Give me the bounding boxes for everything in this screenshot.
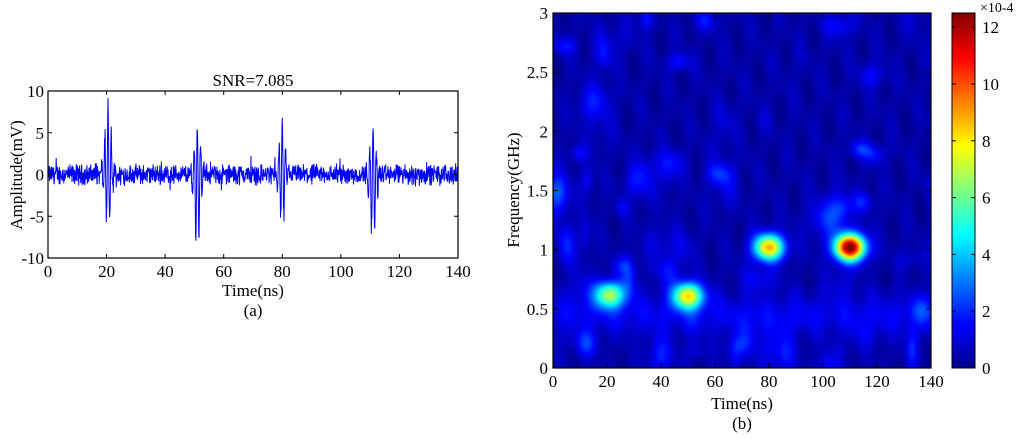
y-tick-label: 1 (540, 241, 549, 260)
y-tick-label: 0 (540, 359, 549, 378)
panel-a-x-axis-label: Time(ns) (222, 281, 284, 300)
colorbar-tick-label: 4 (982, 245, 991, 264)
colorbar-tick-label: 10 (982, 75, 999, 94)
panel-b-x-axis-label: Time(ns) (711, 394, 773, 413)
y-tick-label: -5 (30, 207, 44, 226)
panel-b-caption: (b) (732, 414, 752, 433)
x-tick-label: 80 (274, 262, 291, 281)
panel-b-y-tick-labels: 0 0.5 1 1.5 2 2.5 3 (527, 4, 548, 378)
x-tick-label: 140 (445, 262, 471, 281)
heatmap-image (553, 13, 931, 368)
colorbar-multiplier: ×10-4 (980, 1, 1014, 16)
panel-b-x-tick-labels: 0 20 40 60 80 100 120 140 (549, 372, 944, 391)
panel-a: SNR=7.085 0 20 40 60 80 100 120 140 -10 -5 0 5 10 T… (7, 71, 471, 320)
x-tick-label: 20 (599, 372, 616, 391)
panel-a-y-tick-labels: -10 -5 0 5 10 (21, 82, 44, 268)
signal-trace (48, 97, 458, 241)
colorbar (951, 12, 976, 369)
colorbar-tick-label: 2 (982, 302, 991, 321)
colorbar-tick-labels: 0 2 4 6 8 10 12 (982, 18, 999, 378)
colorbar-ticks (952, 26, 975, 369)
panel-b-frame (552, 12, 932, 369)
y-tick-label: 0.5 (527, 300, 548, 319)
x-tick-label: 40 (653, 372, 670, 391)
panel-b-y-axis-label: Frequency(GHz) (504, 132, 523, 247)
colorbar-tick-label: 0 (982, 359, 991, 378)
panel-a-x-tick-labels: 0 20 40 60 80 100 120 140 (44, 262, 471, 281)
y-tick-label: 3 (540, 4, 549, 23)
x-tick-label: 80 (761, 372, 778, 391)
x-tick-label: 0 (549, 372, 558, 391)
colorbar-tick-label: 8 (982, 132, 991, 151)
x-tick-label: 60 (707, 372, 724, 391)
y-tick-label: 0 (36, 166, 45, 185)
x-tick-label: 120 (864, 372, 890, 391)
x-tick-label: 120 (387, 262, 413, 281)
panel-a-y-axis-label: Amplitude(mV) (7, 120, 26, 230)
signal-line (48, 97, 458, 241)
x-tick-label: 40 (157, 262, 174, 281)
x-tick-label: 0 (44, 262, 53, 281)
colorbar-tick-label: 12 (982, 18, 999, 37)
x-tick-label: 100 (810, 372, 836, 391)
colorbar-tick-label: 6 (982, 189, 991, 208)
x-tick-label: 20 (98, 262, 115, 281)
y-tick-label: 2.5 (527, 63, 548, 82)
x-tick-label: 100 (328, 262, 354, 281)
panel-a-caption: (a) (244, 301, 263, 320)
x-tick-label: 60 (215, 262, 232, 281)
x-tick-label: 140 (918, 372, 944, 391)
y-tick-label: 2 (540, 122, 549, 141)
panel-b: 0 20 40 60 80 100 120 140 00.511.522.53 Time(ns… (504, 1, 1014, 433)
y-tick-label: 10 (27, 82, 44, 101)
y-tick-label: 1.5 (527, 182, 548, 201)
y-tick-label: 5 (36, 124, 45, 143)
y-tick-label: -10 (21, 249, 44, 268)
panel-a-title: SNR=7.085 (213, 71, 294, 90)
panel-a-frame (47, 90, 459, 259)
